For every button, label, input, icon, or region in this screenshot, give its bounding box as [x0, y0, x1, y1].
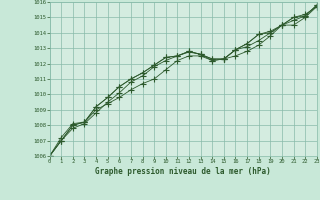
X-axis label: Graphe pression niveau de la mer (hPa): Graphe pression niveau de la mer (hPa) [95, 167, 271, 176]
